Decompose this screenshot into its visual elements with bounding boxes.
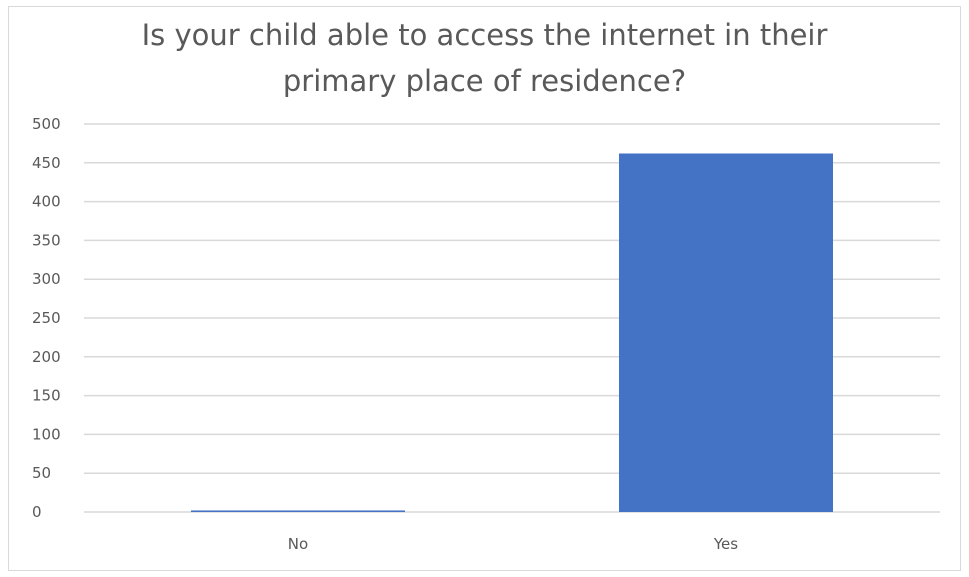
chart-title-line-2: primary place of residence? [282,64,687,98]
x-axis: No Yes [288,535,738,553]
y-tick-label-50: 50 [32,464,51,482]
chart-title-line-1: Is your child able to access the interne… [141,18,828,52]
y-tick-label-250: 250 [32,309,61,327]
y-tick-label-350: 350 [32,231,61,249]
y-tick-label-200: 200 [32,348,61,366]
x-tick-label-no: No [288,535,308,553]
bar-no [191,510,405,512]
y-tick-label-300: 300 [32,270,61,288]
y-tick-label-100: 100 [32,425,61,443]
bar-yes [619,153,833,512]
chart-title: Is your child able to access the interne… [0,12,969,104]
y-tick-label-500: 500 [32,115,61,133]
y-tick-label-150: 150 [32,387,61,405]
y-tick-label-400: 400 [32,193,61,211]
bars [191,153,833,512]
y-tick-label-0: 0 [32,503,42,521]
y-axis: 0 50 100 150 200 250 300 350 400 450 500 [32,115,61,521]
x-tick-label-yes: Yes [713,535,738,553]
y-tick-label-450: 450 [32,154,61,172]
